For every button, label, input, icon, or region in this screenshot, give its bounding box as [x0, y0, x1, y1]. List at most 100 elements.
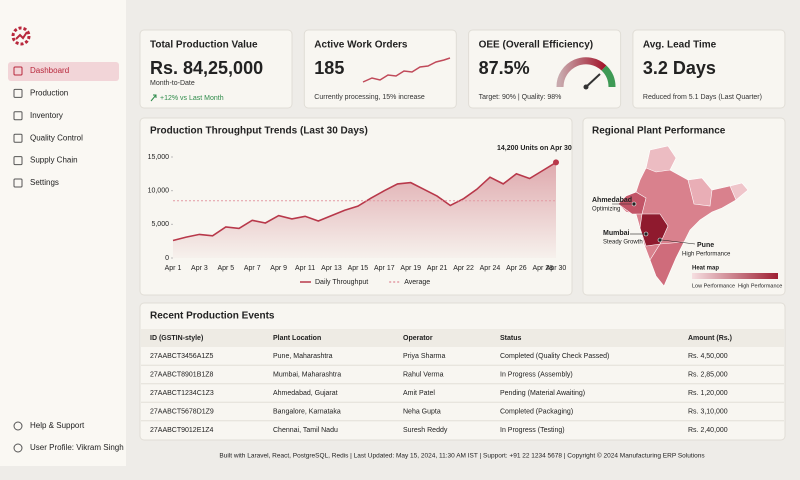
x-tick-label: Apr 11 — [295, 265, 315, 272]
legend-title: Heat map — [692, 266, 719, 272]
kpi-card — [303, 29, 457, 109]
kpi-title: Total Production Value — [150, 40, 258, 51]
table-cell: Rs. 3,10,000 — [688, 408, 728, 415]
kpi-subtitle: Month-to-Date — [150, 80, 195, 87]
y-tick-label: 5,000 — [151, 221, 169, 228]
kpi-title: Active Work Orders — [314, 40, 408, 51]
table-cell: Mumbai, Maharashtra — [273, 371, 341, 378]
region-status: High Performance — [682, 252, 731, 258]
kpi-card — [632, 29, 786, 109]
region-name: Ahmedabad — [592, 197, 632, 204]
x-tick-label: Apr 17 — [374, 265, 395, 272]
table-cell: 27AABCT8901B1Z8 — [150, 371, 214, 378]
kpi-value: 3.2 Days — [643, 58, 716, 78]
chart-title: Production Throughput Trends (Last 30 Da… — [150, 126, 368, 137]
y-tick-label: 10,000 — [148, 188, 170, 195]
x-tick-label: Apr 7 — [244, 265, 261, 272]
table-cell: Bangalore, Karnataka — [273, 408, 341, 415]
line — [172, 161, 557, 242]
y-tick-label: 15,000 — [148, 154, 170, 161]
icon — [13, 133, 23, 143]
table-cell: Rs. 1,20,000 — [688, 390, 728, 397]
table-cell: Ahmedabad, Gujarat — [273, 390, 338, 397]
region-status: Steady Growth — [603, 240, 643, 246]
nav-item[interactable]: Help & Support — [30, 421, 85, 430]
x-tick-label: Apr 22 — [453, 265, 474, 272]
gauge — [556, 57, 616, 90]
footer — [126, 447, 800, 466]
nav-item[interactable]: Dashboard — [30, 66, 69, 75]
x-tick-label: Apr 24 — [480, 265, 501, 272]
table-cell: 27AABCT5678D1Z9 — [150, 408, 214, 415]
x-tick-label: Apr 5 — [217, 265, 234, 272]
table-cell: 27AABCT9012E1Z4 — [150, 427, 214, 434]
icon — [13, 443, 23, 453]
nav-item[interactable]: User Profile: Vikram Singh — [30, 443, 124, 452]
column-header: Plant Location — [273, 335, 321, 342]
column-header: Status — [500, 335, 522, 342]
table-cell: In Progress (Assembly) — [500, 371, 573, 378]
x-tick-label: Apr 28 — [532, 265, 553, 272]
table-cell: Chennai, Tamil Nadu — [273, 427, 338, 434]
x-tick-label: Apr 9 — [270, 265, 287, 272]
x-tick-label: Apr 15 — [348, 265, 369, 272]
x-tick-label: Apr 13 — [321, 265, 342, 272]
kpi-card — [139, 29, 293, 109]
table-cell: 27AABCT1234C1Z3 — [150, 390, 214, 397]
table-cell: In Progress (Testing) — [500, 427, 565, 434]
column-header: ID (GSTIN-style) — [150, 335, 203, 342]
table-cell: Pending (Material Awaiting) — [500, 390, 585, 397]
table-cell: Completed (Quality Check Passed) — [500, 353, 609, 360]
table-cell: Completed (Packaging) — [500, 408, 573, 415]
active-nav — [8, 62, 119, 81]
x-tick-label: Apr 1 — [165, 265, 182, 272]
footer-text: Built with Laravel, React, PostgreSQL, R… — [219, 452, 705, 460]
kpi-value: 87.5% — [479, 58, 530, 78]
table-cell: 27AABCT3456A1Z5 — [150, 353, 214, 360]
kpi-change: +12% vs Last Month — [160, 95, 224, 102]
table-cell: Rahul Verma — [403, 371, 444, 378]
kpi-subtitle: Target: 90% | Quality: 98% — [479, 94, 562, 101]
kpi-value: Rs. 84,25,000 — [150, 58, 263, 78]
nav-item[interactable]: Supply Chain — [30, 156, 78, 165]
heat-legend — [692, 273, 778, 279]
column-header: Amount (Rs.) — [688, 335, 732, 342]
legend-label: High Performance — [738, 283, 782, 289]
table-header — [141, 329, 784, 347]
icon — [13, 88, 23, 98]
table-cell: Rs. 2,40,000 — [688, 427, 728, 434]
nav-item[interactable]: Inventory — [30, 111, 63, 120]
area — [173, 162, 556, 258]
table-cell: Amit Patel — [403, 390, 435, 397]
icon — [13, 111, 23, 121]
table-title: Recent Production Events — [150, 311, 275, 322]
legend-label: Low Performance — [692, 283, 735, 289]
x-tick-label: Apr 30 — [546, 265, 567, 272]
annotation: 14,200 Units on Apr 30 — [497, 145, 572, 152]
table-cell: Priya Sharma — [403, 353, 446, 360]
region-name: Mumbai — [603, 230, 630, 237]
nav-item[interactable]: Production — [30, 89, 68, 98]
nav-item[interactable]: Settings — [30, 178, 59, 187]
table-cell: Pune, Maharashtra — [273, 353, 333, 360]
icon — [13, 156, 23, 166]
kpi-value: 185 — [314, 58, 344, 78]
kpi-title: Avg. Lead Time — [643, 40, 717, 51]
column-header: Operator — [403, 335, 433, 342]
map-title: Regional Plant Performance — [592, 126, 726, 137]
icon — [13, 178, 23, 188]
legend-label: Average — [404, 279, 430, 286]
table-cell: Suresh Reddy — [403, 427, 448, 434]
kpi-subtitle: Reduced from 5.1 Days (Last Quarter) — [643, 94, 762, 101]
x-tick-label: Apr 19 — [400, 265, 421, 272]
map — [612, 145, 749, 287]
trend-icon — [150, 94, 157, 102]
region-status: Optimizing — [592, 207, 620, 213]
y-tick-label: 0 — [165, 255, 169, 262]
icon — [13, 66, 23, 76]
sparkline — [362, 57, 451, 83]
x-tick-label: Apr 26 — [506, 265, 527, 272]
x-tick-label: Apr 3 — [191, 265, 208, 272]
nav-item[interactable]: Quality Control — [30, 133, 83, 142]
